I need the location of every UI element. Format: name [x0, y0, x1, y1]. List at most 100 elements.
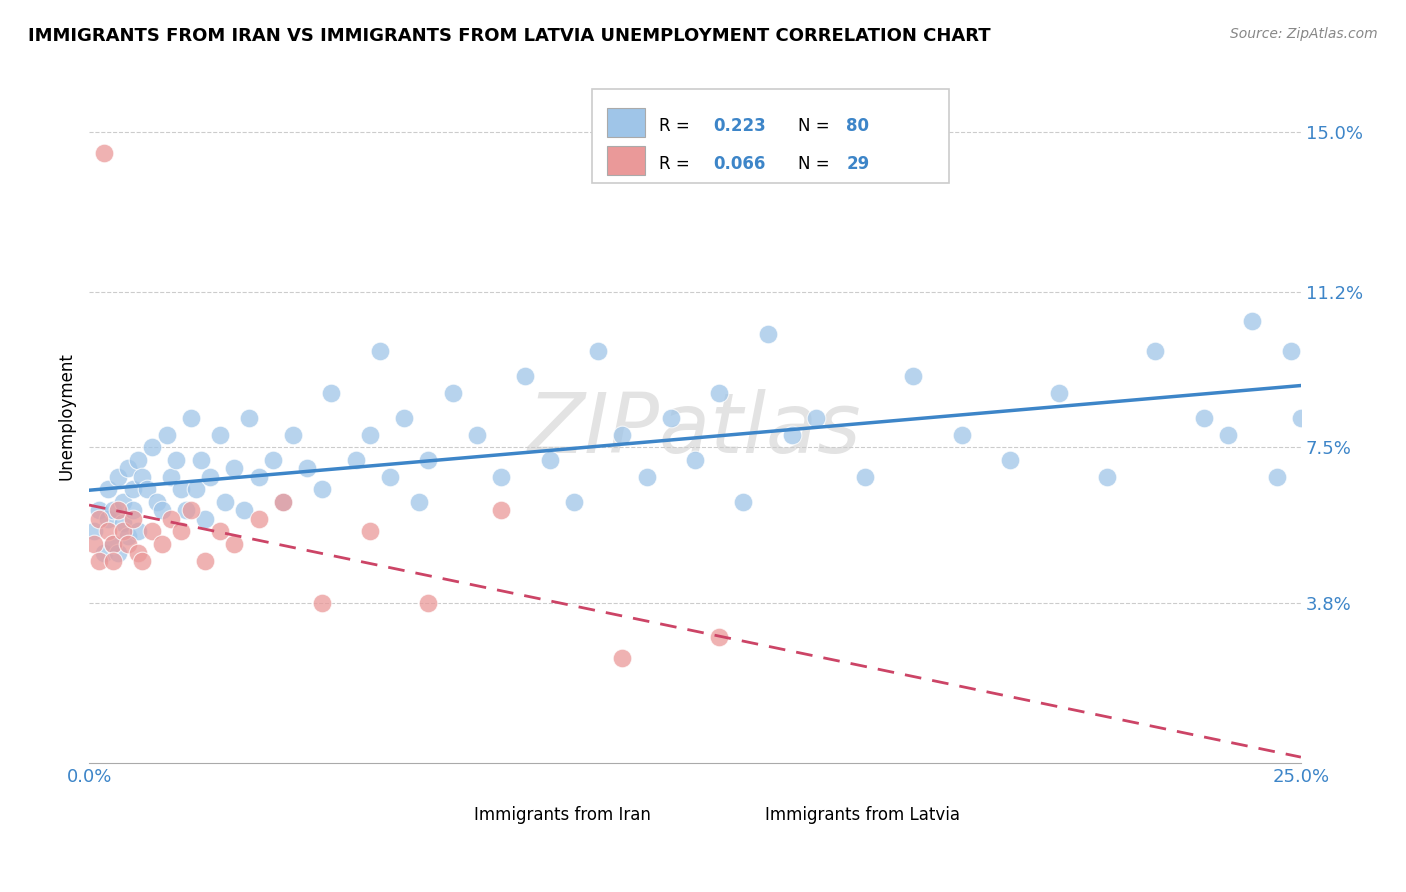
Point	[586, 343, 609, 358]
Point	[107, 469, 129, 483]
Text: R =: R =	[658, 117, 695, 136]
Point	[804, 410, 827, 425]
Point	[224, 537, 246, 551]
Point	[683, 453, 706, 467]
Point	[1047, 385, 1070, 400]
Point	[160, 512, 183, 526]
Point	[93, 545, 115, 559]
Point	[311, 483, 333, 497]
Text: 0.223: 0.223	[713, 117, 766, 136]
Point	[121, 483, 143, 497]
Point	[368, 343, 391, 358]
Point	[117, 529, 139, 543]
Point	[194, 554, 217, 568]
Point	[418, 453, 440, 467]
Point	[103, 537, 125, 551]
Point	[200, 469, 222, 483]
Point	[131, 554, 153, 568]
Point	[1144, 343, 1167, 358]
Point	[247, 512, 270, 526]
Point	[612, 427, 634, 442]
Text: Immigrants from Latvia: Immigrants from Latvia	[765, 806, 960, 824]
Point	[659, 410, 682, 425]
Point	[538, 453, 561, 467]
Point	[107, 545, 129, 559]
Point	[311, 596, 333, 610]
Point	[170, 524, 193, 539]
Text: 80: 80	[846, 117, 869, 136]
Point	[1095, 469, 1118, 483]
Point	[780, 427, 803, 442]
Point	[127, 524, 149, 539]
Point	[83, 524, 105, 539]
Point	[465, 427, 488, 442]
Point	[1241, 314, 1264, 328]
Point	[150, 537, 173, 551]
Point	[180, 410, 202, 425]
Point	[194, 512, 217, 526]
Point	[636, 469, 658, 483]
Point	[111, 495, 134, 509]
Point	[146, 495, 169, 509]
Point	[271, 495, 294, 509]
Point	[141, 440, 163, 454]
Point	[281, 427, 304, 442]
Point	[103, 537, 125, 551]
Point	[117, 537, 139, 551]
Point	[1265, 469, 1288, 483]
Point	[184, 483, 207, 497]
Point	[262, 453, 284, 467]
Text: N =: N =	[799, 154, 835, 173]
Point	[131, 469, 153, 483]
Text: ZIPatlas: ZIPatlas	[529, 389, 862, 470]
Point	[111, 524, 134, 539]
Point	[418, 596, 440, 610]
Point	[233, 503, 256, 517]
Text: 0.066: 0.066	[713, 154, 765, 173]
Point	[515, 368, 537, 383]
Point	[709, 385, 731, 400]
Point	[295, 461, 318, 475]
Point	[408, 495, 430, 509]
Point	[150, 503, 173, 517]
Point	[170, 483, 193, 497]
Bar	[720, 803, 755, 830]
Point	[998, 453, 1021, 467]
Point	[271, 495, 294, 509]
Point	[378, 469, 401, 483]
Point	[489, 469, 512, 483]
Point	[93, 145, 115, 160]
Point	[612, 650, 634, 665]
Point	[901, 368, 924, 383]
Point	[392, 410, 415, 425]
Point	[733, 495, 755, 509]
Point	[1289, 410, 1312, 425]
Point	[344, 453, 367, 467]
Point	[853, 469, 876, 483]
Point	[87, 512, 110, 526]
Point	[83, 537, 105, 551]
Point	[121, 503, 143, 517]
Point	[87, 503, 110, 517]
Point	[489, 503, 512, 517]
Text: N =: N =	[799, 117, 835, 136]
Point	[97, 524, 120, 539]
Point	[127, 453, 149, 467]
Point	[1279, 343, 1302, 358]
Y-axis label: Unemployment: Unemployment	[58, 351, 75, 480]
Point	[562, 495, 585, 509]
Point	[214, 495, 236, 509]
Point	[321, 385, 343, 400]
Point	[174, 503, 197, 517]
Point	[238, 410, 260, 425]
Bar	[606, 108, 645, 137]
Point	[359, 427, 381, 442]
Point	[97, 512, 120, 526]
Point	[756, 326, 779, 341]
Point	[117, 461, 139, 475]
Text: R =: R =	[658, 154, 695, 173]
Text: Source: ZipAtlas.com: Source: ZipAtlas.com	[1230, 27, 1378, 41]
Point	[441, 385, 464, 400]
Point	[224, 461, 246, 475]
Point	[1218, 427, 1240, 442]
